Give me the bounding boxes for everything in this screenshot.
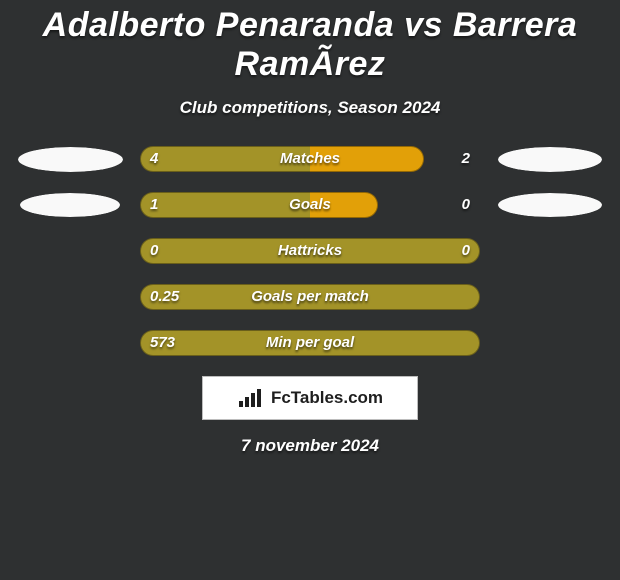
date-text: 7 november 2024 [0, 436, 620, 456]
stat-name: Goals per match [140, 284, 480, 310]
bar-chart-icon [237, 387, 265, 409]
page-title: Adalberto Penaranda vs Barrera RamÃ­rez [0, 0, 620, 84]
stat-row: 0 0 Hattricks [0, 238, 620, 264]
avatar-left-col [0, 193, 140, 217]
player-right-silhouette-icon [498, 193, 602, 217]
stat-name: Goals [140, 192, 480, 218]
stat-name: Matches [140, 146, 480, 172]
stat-row: 573 Min per goal [0, 330, 620, 356]
stat-row: 4 2 Matches [0, 146, 620, 172]
stat-row: 0.25 Goals per match [0, 284, 620, 310]
stat-row: 1 0 Goals [0, 192, 620, 218]
avatar-left-col [0, 147, 140, 172]
stat-bars: 0 0 Hattricks [140, 238, 480, 264]
player-right-silhouette-icon [498, 147, 602, 172]
player-left-silhouette-icon [18, 147, 123, 172]
player-left-silhouette-icon [20, 193, 120, 217]
stat-bars: 4 2 Matches [140, 146, 480, 172]
source-badge: FcTables.com [202, 376, 418, 420]
stat-name: Hattricks [140, 238, 480, 264]
avatar-right-col [480, 147, 620, 172]
page-subtitle: Club competitions, Season 2024 [0, 98, 620, 118]
stat-bars: 0.25 Goals per match [140, 284, 480, 310]
comparison-chart: 4 2 Matches 1 0 [0, 146, 620, 356]
source-badge-text: FcTables.com [271, 388, 383, 408]
stat-bars: 573 Min per goal [140, 330, 480, 356]
avatar-right-col [480, 193, 620, 217]
stat-name: Min per goal [140, 330, 480, 356]
stat-bars: 1 0 Goals [140, 192, 480, 218]
